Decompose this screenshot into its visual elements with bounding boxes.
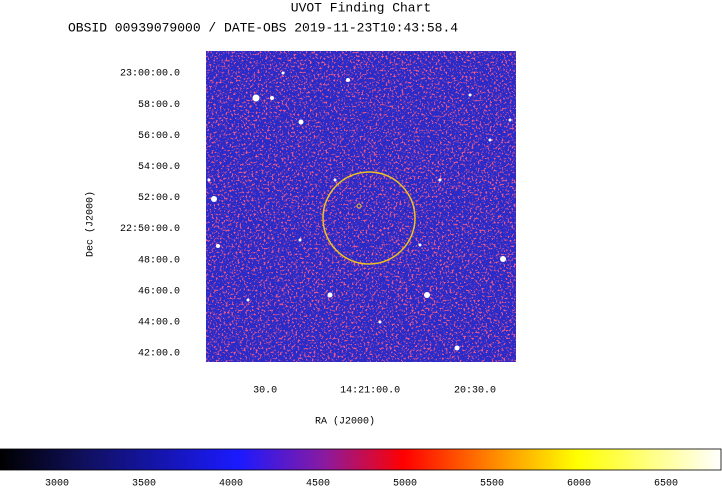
y-tick-label: 58:00.0	[138, 100, 180, 111]
colorbar-tick-label: 5000	[393, 479, 417, 489]
colorbar-tick-label: 6500	[654, 479, 678, 489]
stars	[207, 71, 512, 351]
sky-image	[206, 51, 516, 362]
y-tick-label: 56:00.0	[138, 131, 180, 142]
y-axis-label: Dec (J2000)	[85, 191, 97, 257]
y-tick-label: 42:00.0	[138, 349, 180, 360]
y-tick-label: 52:00.0	[138, 193, 180, 204]
chart-title: UVOT Finding Chart	[291, 0, 431, 15]
y-tick-label: 44:00.0	[138, 318, 180, 329]
colorbar-tick-label: 5500	[480, 479, 504, 489]
colorbar-tick-label: 6000	[567, 479, 591, 489]
source-region	[322, 171, 416, 265]
x-tick-label: 30.0	[253, 386, 277, 397]
colorbar-tick-label: 4500	[306, 479, 330, 489]
y-tick-label: 48:00.0	[138, 255, 180, 266]
colorbar-tick-label: 4000	[219, 479, 243, 489]
y-tick-label: 23:00:00.0	[120, 69, 180, 80]
chart-subtitle: OBSID 00939079000 / DATE-OBS 2019-11-23T…	[68, 20, 458, 35]
y-tick-label: 54:00.0	[138, 162, 180, 173]
colorbar	[0, 448, 722, 471]
x-axis-label: RA (J2000)	[315, 416, 375, 428]
colorbar-tick-label: 3500	[132, 479, 156, 489]
source-marker	[356, 203, 362, 209]
y-tick-label: 22:50:00.0	[120, 224, 180, 235]
y-tick-label: 46:00.0	[138, 286, 180, 297]
colorbar-tick-label: 3000	[45, 479, 69, 489]
x-tick-label: 14:21:00.0	[340, 386, 400, 397]
x-tick-label: 20:30.0	[454, 386, 496, 397]
